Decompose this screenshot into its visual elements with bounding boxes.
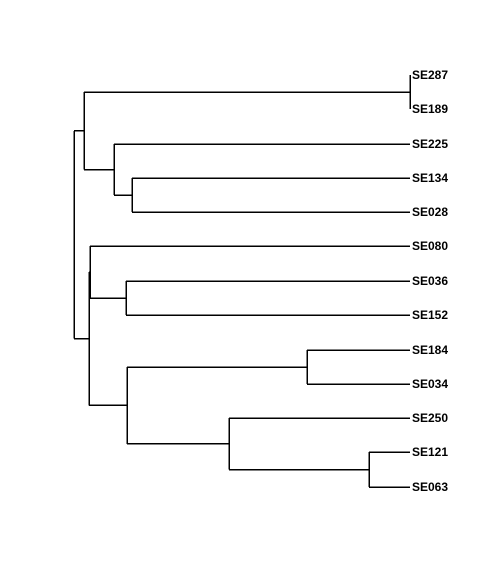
leaf-label-se134: SE134 <box>412 171 448 185</box>
leaf-label-se287: SE287 <box>412 68 448 82</box>
leaf-labels: SE287 SE189 SE225 SE134 SE028 SE080 SE03… <box>412 68 448 494</box>
leaf-label-se250: SE250 <box>412 411 448 425</box>
leaf-label-se225: SE225 <box>412 137 448 151</box>
dendrogram-branches <box>73 75 411 488</box>
leaf-label-se184: SE184 <box>412 343 448 357</box>
leaf-label-se028: SE028 <box>412 205 448 219</box>
leaf-label-se152: SE152 <box>412 308 448 322</box>
leaf-label-se121: SE121 <box>412 445 448 459</box>
leaf-label-se189: SE189 <box>412 102 448 116</box>
leaf-label-se034: SE034 <box>412 377 448 391</box>
leaf-label-se080: SE080 <box>412 239 448 253</box>
leaf-label-se036: SE036 <box>412 274 448 288</box>
leaf-label-se063: SE063 <box>412 480 448 494</box>
